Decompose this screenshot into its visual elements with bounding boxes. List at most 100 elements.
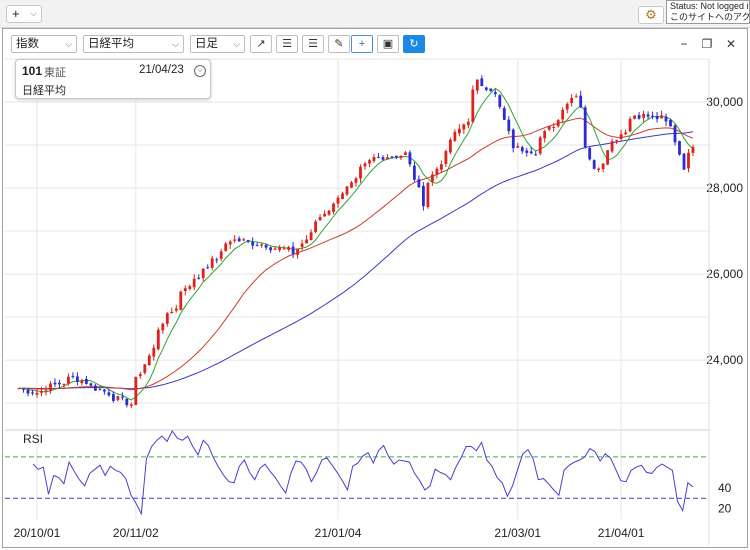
candle-body: [601, 163, 605, 170]
candle-body: [543, 131, 547, 139]
candle-body: [125, 398, 129, 406]
screenshot-button[interactable]: ▣: [377, 35, 399, 53]
candle-body: [426, 183, 430, 207]
candle-body: [233, 239, 237, 241]
candle-body: [197, 277, 201, 279]
candle-body: [215, 259, 219, 261]
candle-body: [188, 286, 192, 289]
trendline-tool-button[interactable]: ↗: [250, 35, 272, 53]
candle-body: [112, 394, 115, 401]
candle-body: [336, 197, 340, 204]
candle-body: [484, 87, 488, 90]
candle-body: [413, 165, 416, 180]
candle-body: [156, 329, 160, 350]
align-right-tool-button[interactable]: ☰: [302, 35, 324, 53]
candle-body: [646, 114, 650, 117]
candle-body: [449, 139, 452, 153]
candle-body: [502, 108, 506, 120]
candle-body: [525, 150, 529, 153]
candle-body: [80, 380, 84, 384]
crosshair-tool-button[interactable]: +: [351, 35, 373, 53]
candle-body: [129, 404, 133, 406]
price-tick-label: 28,000: [706, 181, 743, 195]
candle-body: [615, 140, 618, 142]
candle-body: [633, 115, 636, 119]
candle-body: [417, 179, 421, 188]
moving-average-line: [18, 87, 694, 401]
candle-body: [408, 152, 412, 165]
main-grid: [5, 58, 709, 519]
candle-body: [511, 129, 515, 149]
candle-body: [372, 157, 376, 161]
chevron-down-icon[interactable]: ⌵: [194, 65, 206, 77]
date-tick-label: 21/03/01: [494, 526, 541, 540]
candle-body: [368, 160, 371, 164]
symbol-name: 日経平均: [22, 85, 66, 97]
candle-body: [183, 288, 187, 291]
minimize-icon[interactable]: −: [680, 37, 688, 51]
candle-body: [26, 390, 30, 394]
price-tick-label: 24,000: [706, 353, 743, 367]
crosshair-icon: +: [358, 38, 366, 50]
close-icon[interactable]: ✕: [725, 37, 737, 51]
chevron-down-icon: ⌵: [233, 39, 240, 49]
symbol-dropdown[interactable]: 日経平均 ⌵: [83, 35, 184, 53]
candle-body: [76, 376, 79, 382]
restore-icon[interactable]: ❐: [701, 37, 713, 51]
add-button[interactable]: + ⌵: [6, 5, 42, 23]
candle-body: [471, 89, 475, 123]
candle-body: [269, 247, 272, 251]
candle-body: [466, 121, 470, 126]
candle-body: [237, 238, 241, 242]
candle-body: [282, 248, 286, 250]
candle-body: [242, 239, 246, 241]
type-dropdown-value: 指数: [16, 38, 39, 50]
candle-body: [296, 248, 299, 255]
candle-body: [332, 203, 335, 212]
date-tick-label: 20/10/01: [14, 526, 61, 540]
candle-body: [552, 126, 556, 128]
diagonal-arrow-icon: ↗: [256, 38, 266, 50]
refresh-button[interactable]: ↻: [403, 35, 425, 53]
candle-body: [341, 193, 344, 199]
draw-tool-button[interactable]: ✎: [328, 35, 350, 53]
price-tick-label: 30,000: [706, 95, 743, 109]
candle-body: [116, 396, 120, 400]
candle-body: [251, 242, 255, 246]
candle-body: [287, 247, 290, 250]
candle-body: [350, 182, 353, 188]
candle-body: [493, 92, 497, 95]
candle-body: [121, 396, 124, 398]
candle-body: [138, 374, 142, 377]
pencil-icon: ✎: [334, 38, 344, 50]
candle-body: [103, 389, 106, 392]
candle-body: [305, 239, 308, 244]
date-tick-label: 21/04/01: [598, 526, 645, 540]
candle-body: [669, 119, 672, 127]
candle-body: [475, 79, 479, 91]
candle-body: [507, 119, 511, 132]
candle-body: [458, 128, 461, 134]
add-label: +: [12, 6, 20, 21]
gear-icon[interactable]: ⚙: [638, 6, 664, 24]
candle-body: [538, 137, 542, 154]
candle-body: [278, 247, 281, 250]
candle-body: [264, 244, 268, 248]
status-line-2: このサイトへのアクセスが: [670, 12, 750, 22]
period-dropdown[interactable]: 日足 ⌵: [190, 35, 245, 53]
candle-body: [273, 248, 277, 250]
candle-body: [147, 355, 151, 366]
period-dropdown-value: 日足: [195, 38, 218, 50]
date-tick-label: 21/01/04: [315, 526, 362, 540]
candle-body: [309, 232, 313, 241]
candle-body: [323, 213, 326, 217]
candle-body: [390, 156, 394, 158]
candle-body: [44, 390, 48, 392]
candle-body: [22, 388, 25, 390]
chart-toolbar: 指数 ⌵ 日経平均 ⌵ 日足 ⌵ ↗ ☰ ☰ ✎ + ▣ ↻ − ❐ ✕: [3, 29, 747, 59]
candle-body: [210, 258, 214, 268]
status-tooltip: Status: Not logged in このサイトへのアクセスが: [666, 0, 750, 24]
candle-body: [98, 389, 102, 391]
align-left-tool-button[interactable]: ☰: [276, 35, 298, 53]
type-dropdown[interactable]: 指数 ⌵: [11, 35, 77, 53]
